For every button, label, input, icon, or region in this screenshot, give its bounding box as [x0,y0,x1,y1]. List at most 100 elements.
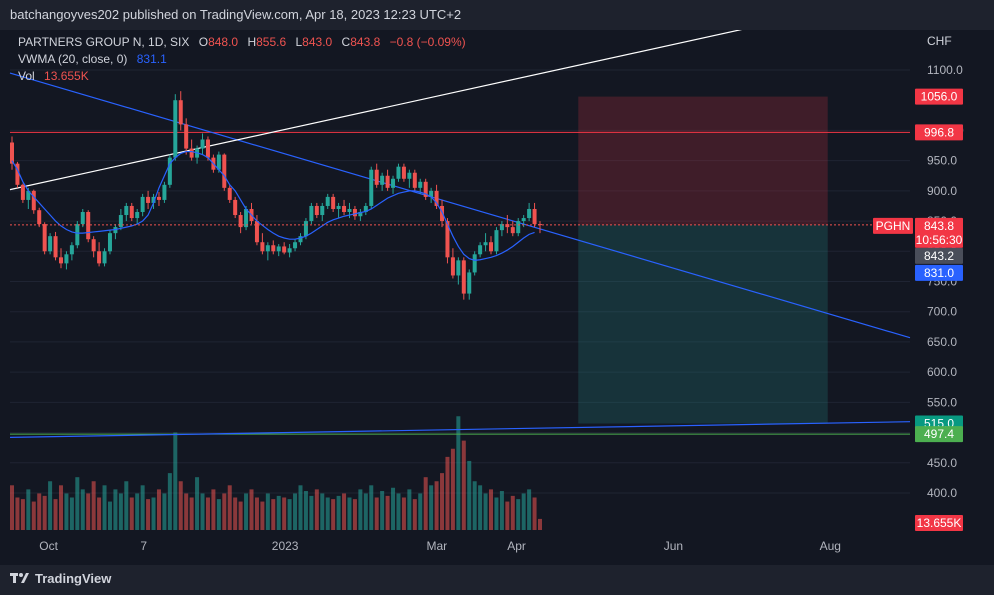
candle-body [31,190,36,211]
volume-bar [64,493,69,530]
volume-bar [216,499,221,530]
chart-area[interactable]: 1100.01000.0950.0900.0850.0800.0750.0700… [0,0,994,565]
volume-bar [352,499,357,530]
volume-bar [369,485,374,530]
candle-body [298,236,303,243]
tradingview-logo-icon [10,572,29,583]
x-axis[interactable]: Oct 7 2023 Mar Apr Jun Aug [39,539,841,553]
candle-body [276,246,281,252]
candle-body [303,221,308,237]
candle-body [505,224,510,228]
candle-body [53,236,58,258]
volume-bar [107,501,112,530]
x-tick-label: 2023 [272,539,299,553]
candle-body [216,154,221,170]
candle-body [314,205,319,216]
candle-body [527,208,532,219]
volume-bar [205,497,210,530]
volume-bar [412,499,417,530]
price-label-stop: 1056.0 [921,90,958,104]
candle-body [151,196,156,203]
x-tick-label: Apr [507,539,526,553]
chart-svg[interactable]: 1100.01000.0950.0900.0850.0800.0750.0700… [0,0,994,565]
volume-bar [249,489,254,530]
volume-bar [325,497,330,530]
x-tick-label: 7 [140,539,147,553]
candle-body [173,100,178,158]
volume-bar [86,493,91,530]
y-tick-label: 400.0 [927,486,957,500]
volume-bar [48,481,53,530]
volume-bar [516,499,521,530]
stop-loss-zone [578,96,828,225]
volume-bar [260,501,265,530]
x-tick-label: Oct [39,539,58,553]
volume-bar [167,473,172,530]
candle-body [26,190,31,200]
candle-body [325,196,330,206]
price-label-bg-last [915,217,963,248]
volume-bar [26,489,31,530]
tradingview-logo[interactable]: TradingView [10,571,111,586]
candle-body [499,224,504,231]
y-tick-label: 650.0 [927,335,957,349]
legend: PARTNERS GROUP N, 1D, SIX O848.0 H855.6 … [18,35,466,83]
volume-bar [254,497,259,530]
volume-bar [445,456,450,530]
candle-body [407,172,412,179]
legend-symbol: PARTNERS GROUP N, 1D, SIX [18,35,189,49]
legend-change: −0.8 (−0.09%) [390,35,466,49]
volume-bar [532,497,537,530]
candle-body [244,208,249,228]
candle-body [15,163,20,185]
volume-bar [113,489,118,530]
volume-bar [396,493,401,530]
y-tick-label: 550.0 [927,395,957,409]
volume-bar [271,499,276,530]
candle-body [287,248,292,253]
candle-body [107,233,112,252]
candle-body [102,251,107,264]
candle-body [456,260,461,276]
candle-body [532,208,537,225]
volume-bar [456,416,461,530]
volume-bar [407,489,412,530]
volume-bar [527,489,532,530]
candle-body [521,218,526,222]
candle-body [347,208,352,213]
volume-bar [53,499,58,530]
volume-bar [102,485,107,530]
volume-bar [450,448,455,530]
volume-bar [31,501,36,530]
candle-body [445,221,450,258]
volume-bar [91,481,96,530]
candle-body [320,205,325,216]
legend-h-label: H [247,35,256,49]
svg-text:VWMA (20, close, 0) 83: VWMA (20, close, 0) 831.1 [18,52,167,66]
footer: TradingView [0,565,994,595]
candle-body [358,212,363,217]
candle-body [135,212,140,219]
volume-bar [124,481,129,530]
candle-body [461,260,466,294]
volume-bar [265,493,270,530]
candle-body [205,139,210,158]
candle-body [233,199,238,216]
y-tick-label: 950.0 [927,154,957,168]
volume-bar [401,497,406,530]
volume-bar [69,497,74,530]
candle-body [156,196,161,200]
legend-l-label: L [295,35,302,49]
candle-body [352,208,357,217]
volume-bar [538,518,542,530]
candle-body [10,142,14,164]
price-label-volume: 13.655K [917,516,962,530]
volume-bars [10,416,542,530]
candle-body [429,190,434,197]
volume-bar [189,497,194,530]
volume-bar [173,432,178,530]
volume-bar [58,485,63,530]
candle-body [391,178,396,188]
candle-body [113,227,118,234]
candle-body [478,245,483,255]
